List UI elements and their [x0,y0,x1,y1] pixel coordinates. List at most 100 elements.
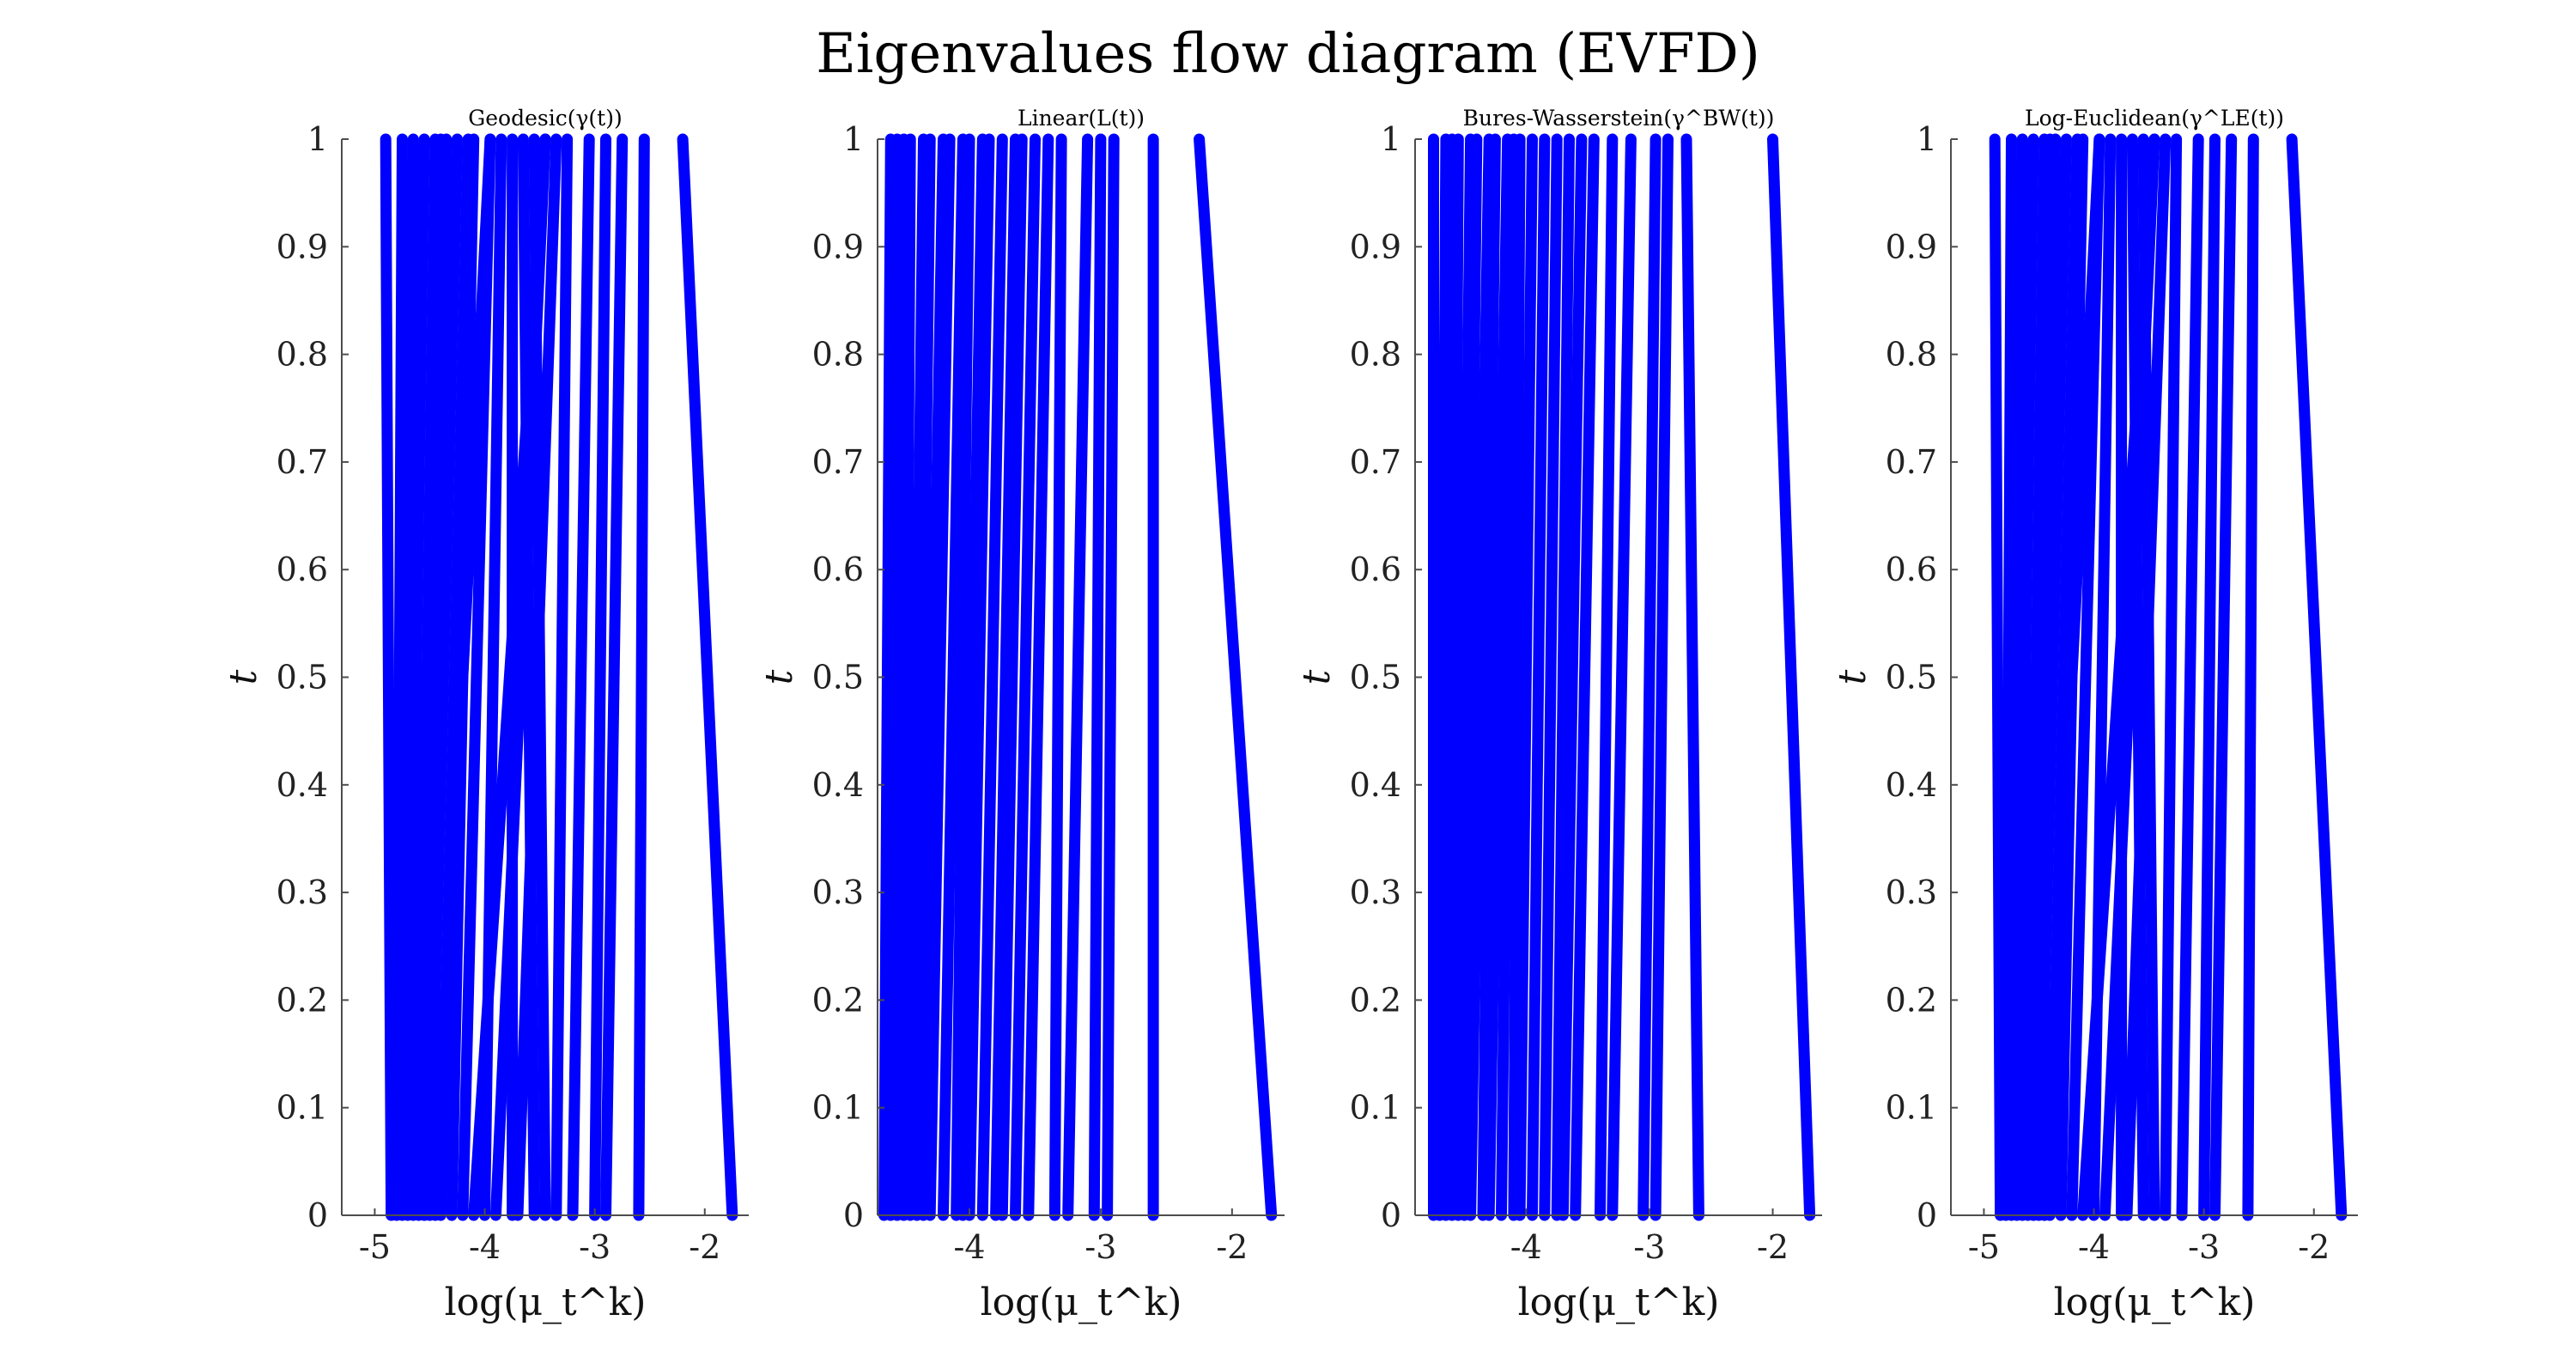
x-tick-label: -3 [579,1228,611,1266]
y-tick-label: 0 [1917,1196,1937,1234]
chart-panel-3: 0 0.1 0.2 0.3 0.4 0.5 0.6 0.7 0.8 0.9 1 -4 -3 -2 Bures… [1295,106,1822,1324]
eigenvalue-path-25 [380,133,398,1221]
eigenvalue-path-24 [391,133,408,1221]
y-tick-label: 0.3 [812,873,864,911]
eigenvalue-path-1 [2286,133,2348,1221]
eigenvalue-path-5 [567,133,595,1221]
eigenvalue-path-8 [517,133,540,1221]
y-tick-label: 0.7 [812,443,864,481]
eigenvalue-path-19 [1452,133,1477,1221]
eigenvalue-path-9 [2121,133,2172,1221]
eigenvalue-path-17 [1465,133,1495,1221]
x-tick-label: -3 [1633,1228,1665,1266]
eigenvalue-path-16 [1477,133,1501,1221]
eigenvalue-path-18 [1459,133,1483,1221]
eigenvalue-path-17 [429,133,496,1221]
eigenvalue-path-10 [990,133,1021,1221]
y-tick-label: 0.6 [1350,551,1401,588]
y-tick-label: 0.8 [1350,336,1401,374]
y-tick-label: 0.6 [1886,551,1937,588]
y-tick-label: 0.2 [1886,981,1937,1019]
eigenvalue-path-6 [2160,133,2183,1221]
eigenvalue-path-3 [2209,133,2238,1221]
eigenvalue-path-4 [1637,133,1662,1221]
eigenvalue-path-17 [918,133,949,1221]
eigenvalue-path-9 [512,133,562,1221]
eigenvalue-path-15 [938,133,969,1221]
eigenvalue-path-20 [1446,133,1464,1221]
y-tick-label: 0.5 [276,659,328,697]
y-tick-label: 0.9 [1886,228,1937,265]
y-tick-label: 0 [307,1196,328,1234]
eigenvalue-path-20 [898,133,916,1221]
y-tick-label: 0.7 [1350,443,1401,481]
eigenvalue-path-1 [1194,133,1278,1221]
y-tick-label: 1 [1381,120,1401,158]
eigenvalue-path-19 [904,133,929,1221]
chart-panel-1: 0 0.1 0.2 0.3 0.4 0.5 0.6 0.7 0.8 0.9 1 -5 -4 -3 -2 Geo… [222,106,749,1324]
eigenvalue-path-8 [1010,133,1041,1221]
eigenvalue-path-23 [878,133,896,1221]
eigenvalue-path-18 [424,133,463,1221]
eigenvalue-path-6 [1595,133,1619,1221]
eigenvalue-path-22 [402,133,430,1221]
y-tick-label: 0.4 [1886,766,1937,804]
y-tick-label: 0.2 [812,981,864,1019]
y-tick-label: 0.8 [812,336,864,374]
y-tick-label: 0.4 [1350,766,1401,804]
eigenvalue-path-1 [1767,133,1816,1221]
eigenvalue-path-7 [1570,133,1600,1221]
y-tick-label: 1 [1917,120,1937,158]
eigenvalue-path-13 [468,133,551,1221]
eigenvalue-path-8 [1557,133,1588,1221]
eigenvalue-path-7 [1023,133,1054,1221]
y-tick-label: 0.4 [812,766,864,804]
x-tick-label: -5 [1968,1228,2000,1266]
x-tick-label: -2 [1216,1228,1248,1266]
x-tick-label: -5 [359,1228,391,1266]
series-group [878,133,1278,1221]
eigenvalue-path-25 [1989,133,2007,1221]
eigenvalue-path-11 [1527,133,1551,1221]
eigenvalue-path-14 [951,133,975,1221]
y-axis-label: t [222,669,265,685]
eigenvalue-path-5 [1062,133,1094,1221]
eigenvalue-path-16 [924,133,956,1221]
eigenvalue-path-9 [1551,133,1575,1221]
y-tick-label: 0.2 [1350,981,1401,1019]
eigenvalue-path-11 [976,133,1008,1221]
panel-title: Bures-Wasserstein(γ^BW(t)) [1463,106,1775,131]
y-tick-label: 0.7 [276,443,328,481]
eigenvalue-path-22 [1434,133,1452,1221]
eigenvalue-path-17 [2038,133,2105,1221]
eigenvalue-path-3 [1102,133,1120,1221]
eigenvalue-path-13 [2077,133,2160,1221]
x-tick-label: -4 [469,1228,501,1266]
y-tick-label: 0.1 [276,1089,328,1127]
eigenvalue-path-3 [1649,133,1674,1221]
y-axis-label: t [757,669,801,685]
y-tick-label: 0.2 [276,981,328,1019]
eigenvalue-path-5 [2176,133,2204,1221]
series-group [380,133,738,1221]
panel-title: Linear(L(t)) [1018,106,1145,131]
chart-panels: 0 0.1 0.2 0.3 0.4 0.5 0.6 0.7 0.8 0.9 1 -5 -4 -3 -2 Geo… [222,106,2358,1324]
eigenvalue-path-19 [418,133,453,1221]
y-tick-label: 0.5 [812,659,864,697]
x-tick-label: -2 [689,1228,720,1266]
x-tick-label: -2 [2298,1228,2330,1266]
eigenvalue-path-13 [1508,133,1526,1221]
eigenvalue-path-18 [2033,133,2072,1221]
chart-panel-2: 0 0.1 0.2 0.3 0.4 0.5 0.6 0.7 0.8 0.9 1 -4 -3 -2 Linea… [757,106,1285,1324]
eigenvalue-path-21 [891,133,910,1221]
eigenvalue-path-10 [1539,133,1563,1221]
x-tick-label: -3 [1084,1228,1116,1266]
x-tick-label: -3 [2188,1228,2220,1266]
eigenvalue-path-21 [1440,133,1458,1221]
eigenvalue-path-13 [957,133,988,1221]
eigenvalue-path-9 [996,133,1028,1221]
y-tick-label: 0.3 [1350,873,1401,911]
y-tick-label: 0.6 [276,551,328,588]
eigenvalue-path-6 [1048,133,1067,1221]
eigenvalue-path-24 [2000,133,2017,1221]
